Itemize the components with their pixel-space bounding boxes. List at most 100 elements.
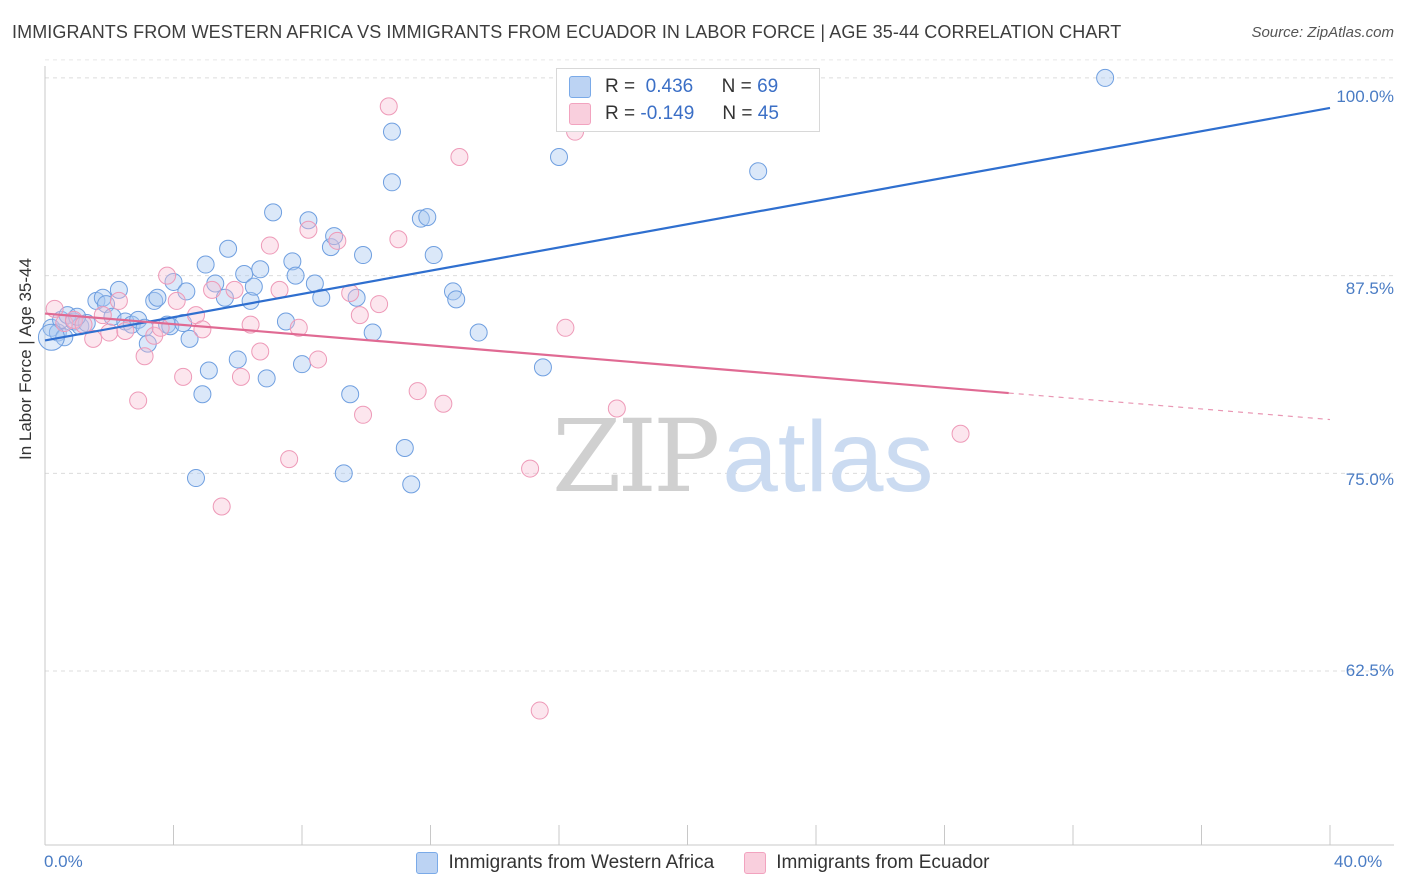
- data-point-ecuador: [354, 405, 373, 424]
- data-point-western-africa: [148, 288, 167, 307]
- legend-item-western-africa: Immigrants from Western Africa: [416, 852, 714, 874]
- data-point-western-africa: [363, 323, 382, 342]
- stats-legend: R = 0.436 N = 69 R = -0.149 N = 45: [556, 68, 820, 132]
- data-point-ecuador: [251, 342, 270, 361]
- y-tick-label: 87.5%: [1345, 279, 1394, 298]
- trend-line-ecuador-extension: [1008, 392, 1331, 421]
- data-point-western-africa: [186, 469, 205, 488]
- data-point-ecuador: [74, 315, 93, 334]
- data-point-western-africa: [286, 266, 305, 285]
- data-point-western-africa: [325, 227, 344, 246]
- data-point-ecuador: [556, 318, 575, 337]
- axes: [44, 66, 1394, 846]
- watermark: ZIPatlas: [552, 398, 934, 515]
- data-point-ecuador: [530, 701, 549, 720]
- data-point-ecuador: [260, 236, 279, 255]
- stats-row-ecuador: R = -0.149 N = 45: [569, 101, 779, 127]
- data-point-western-africa: [196, 255, 215, 274]
- data-point-western-africa: [199, 361, 218, 380]
- data-point-ecuador: [84, 329, 103, 348]
- data-point-western-africa: [251, 260, 270, 279]
- data-point-ecuador: [93, 306, 112, 325]
- data-point-ecuador: [174, 367, 193, 386]
- data-point-ecuador: [158, 266, 177, 285]
- data-point-ecuador: [100, 323, 119, 342]
- data-point-ecuador: [389, 230, 408, 249]
- chart-title: IMMIGRANTS FROM WESTERN AFRICA VS IMMIGR…: [12, 22, 1122, 42]
- series-ecuador: [45, 97, 970, 720]
- data-point-western-africa: [193, 385, 212, 404]
- data-point-western-africa: [341, 385, 360, 404]
- data-point-ecuador: [951, 424, 970, 443]
- data-point-ecuador: [225, 280, 244, 299]
- data-point-western-africa: [244, 277, 263, 296]
- data-point-western-africa: [411, 209, 430, 228]
- data-point-ecuador: [212, 497, 231, 516]
- n-label: N =: [721, 76, 752, 97]
- data-point-ecuador: [270, 280, 289, 299]
- r-value: -0.149: [640, 103, 695, 124]
- data-point-ecuador: [370, 295, 389, 314]
- legend-label: Immigrants from Ecuador: [776, 852, 990, 873]
- legend-swatch-pink: [744, 852, 767, 874]
- data-point-western-africa: [447, 290, 466, 309]
- data-point-ecuador: [328, 231, 347, 250]
- data-point-ecuador: [379, 97, 398, 116]
- y-tick-label: 100.0%: [1336, 87, 1394, 106]
- r-label: R =: [605, 76, 636, 97]
- trend-line-western-africa: [44, 106, 1331, 342]
- source-label: Source: ZipAtlas.com: [1251, 24, 1394, 41]
- data-point-ecuador: [299, 220, 318, 239]
- data-point-western-africa: [264, 203, 283, 222]
- data-point-ecuador: [135, 347, 154, 366]
- data-point-western-africa: [354, 246, 373, 265]
- trend-lines: [44, 106, 1331, 421]
- data-point-western-africa: [145, 291, 164, 310]
- data-point-ecuador: [231, 367, 250, 386]
- data-point-western-africa: [321, 238, 340, 257]
- data-point-western-africa: [424, 246, 443, 265]
- data-point-ecuador: [289, 318, 308, 337]
- data-point-ecuador: [309, 350, 328, 369]
- grid-lines: [45, 59, 1394, 672]
- data-point-ecuador: [450, 147, 469, 166]
- data-point-western-africa: [469, 323, 488, 342]
- data-point-western-africa: [382, 122, 401, 141]
- data-point-western-africa: [228, 350, 247, 369]
- data-point-western-africa: [312, 288, 331, 307]
- series-legend: Immigrants from Western Africa Immigrant…: [0, 852, 1406, 874]
- data-point-ecuador: [193, 320, 212, 339]
- data-point-western-africa: [347, 288, 366, 307]
- series-western-africa: [37, 68, 1115, 494]
- data-point-western-africa: [215, 288, 234, 307]
- data-point-western-africa: [283, 252, 302, 271]
- data-point-western-africa: [402, 475, 421, 494]
- data-point-ecuador: [109, 291, 128, 310]
- data-point-ecuador: [408, 382, 427, 401]
- data-point-western-africa: [219, 239, 238, 258]
- y-axis-label: In Labor Force | Age 35-44: [16, 258, 35, 460]
- r-label: R =: [605, 103, 636, 124]
- n-value: 69: [757, 76, 779, 97]
- stats-row-western-africa: R = 0.436 N = 69: [569, 74, 778, 100]
- data-point-ecuador: [241, 315, 260, 334]
- data-point-western-africa: [299, 211, 318, 230]
- legend-swatch-pink: [569, 103, 591, 125]
- n-label: N =: [722, 103, 753, 124]
- legend-swatch-blue: [569, 76, 591, 98]
- data-point-ecuador: [434, 394, 453, 413]
- data-point-ecuador: [350, 306, 369, 325]
- legend-item-ecuador: Immigrants from Ecuador: [744, 852, 990, 874]
- data-point-western-africa: [1096, 68, 1115, 87]
- legend-swatch-blue: [416, 852, 439, 874]
- data-point-western-africa: [177, 282, 196, 301]
- data-point-ecuador: [607, 399, 626, 418]
- data-point-ecuador: [167, 291, 186, 310]
- data-point-western-africa: [395, 439, 414, 458]
- data-point-western-africa: [382, 173, 401, 192]
- data-point-ecuador: [280, 450, 299, 469]
- x-tick-label: 0.0%: [44, 852, 83, 871]
- data-point-western-africa: [164, 272, 183, 291]
- x-tick-label: 40.0%: [1334, 852, 1383, 871]
